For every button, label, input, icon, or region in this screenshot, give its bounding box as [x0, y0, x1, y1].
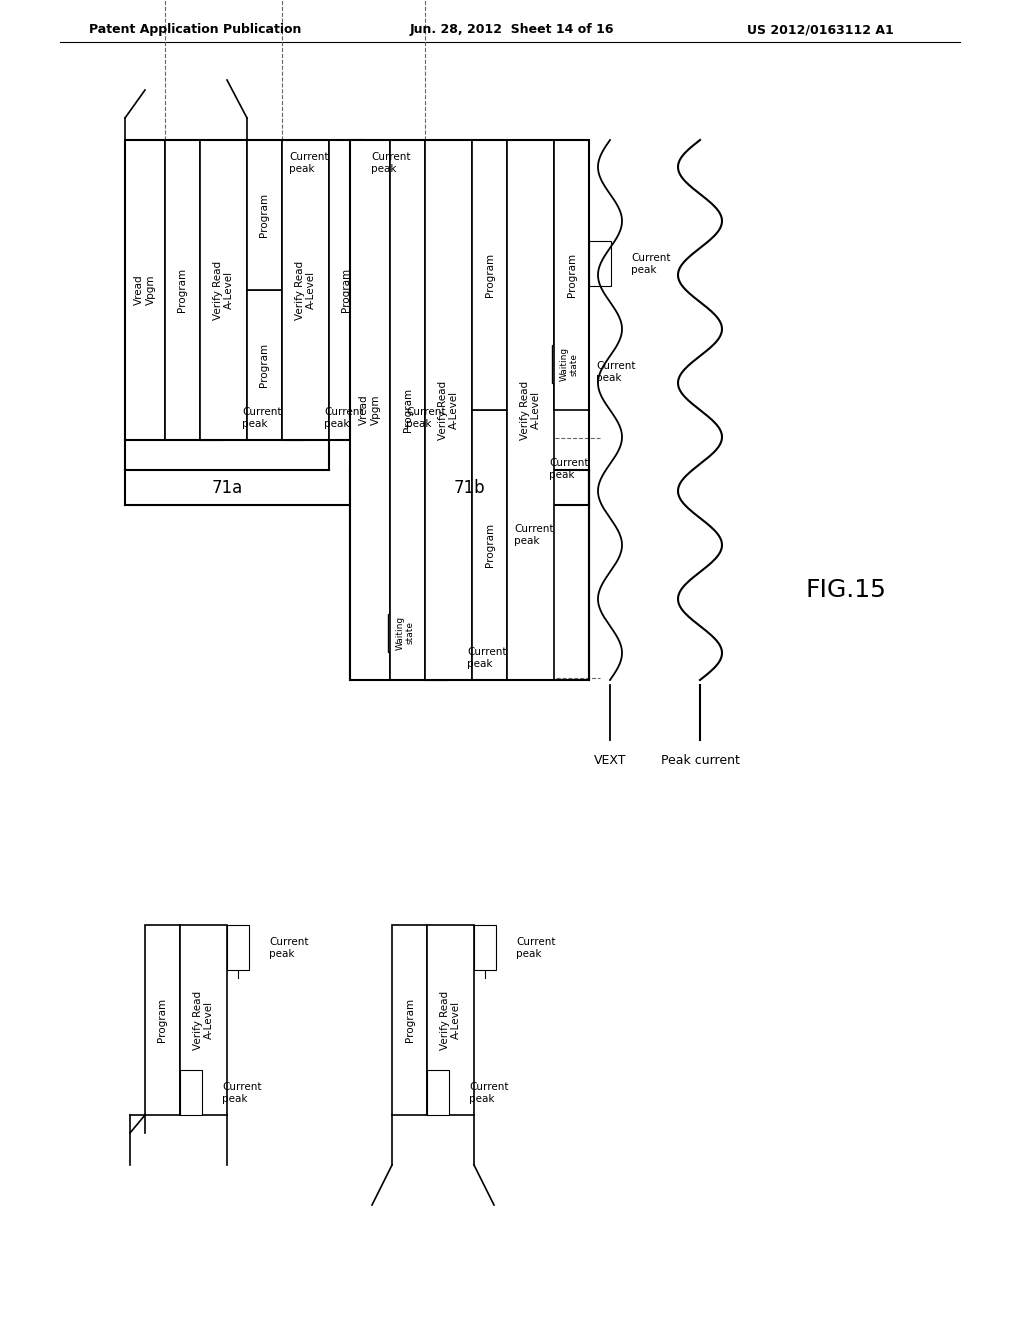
Text: Current
peak: Current peak [324, 407, 364, 429]
Text: Current
peak: Current peak [371, 152, 411, 174]
Text: Program: Program [158, 998, 168, 1041]
Text: Program: Program [566, 253, 577, 297]
Text: Current
peak: Current peak [516, 937, 555, 958]
Bar [180, 1071, 202, 1115]
Text: Current
peak: Current peak [469, 1082, 509, 1104]
Bar [282, 140, 329, 440]
Bar [390, 140, 425, 680]
Bar [472, 411, 507, 680]
Bar [200, 395, 222, 440]
Bar [180, 925, 227, 1115]
Bar [125, 140, 364, 440]
Text: Program: Program [259, 343, 269, 387]
Bar [165, 140, 200, 440]
Bar [472, 140, 507, 411]
Bar [552, 345, 586, 383]
Text: FIG.15: FIG.15 [805, 578, 886, 602]
Text: Verify Read
A-Level: Verify Read A-Level [520, 380, 542, 440]
Bar [554, 140, 589, 411]
Text: Verify Read
A-Level: Verify Read A-Level [295, 260, 316, 319]
Text: Program: Program [484, 523, 495, 568]
Bar [589, 242, 611, 286]
Text: Current
peak: Current peak [242, 407, 282, 429]
Bar [282, 395, 304, 440]
Text: Vread
Vpgm: Vread Vpgm [359, 395, 381, 425]
Text: VEXT: VEXT [594, 754, 627, 767]
Text: 71b: 71b [454, 479, 484, 498]
Text: Current
peak: Current peak [467, 647, 507, 669]
Text: Peak current: Peak current [660, 754, 739, 767]
Text: Program: Program [341, 268, 351, 312]
Bar [247, 140, 269, 185]
Text: US 2012/0163112 A1: US 2012/0163112 A1 [746, 24, 893, 37]
Text: Current
peak: Current peak [596, 362, 636, 383]
Text: Program: Program [259, 193, 269, 238]
Text: Vread
Vpgm: Vread Vpgm [134, 275, 156, 305]
Bar [350, 140, 589, 680]
Bar [364, 395, 386, 440]
Text: Patent Application Publication: Patent Application Publication [89, 24, 301, 37]
Bar [474, 925, 496, 970]
Text: Program: Program [484, 253, 495, 297]
Text: Current
peak: Current peak [406, 407, 445, 429]
Text: Current
peak: Current peak [549, 458, 589, 479]
Text: Verify Read
A-Level: Verify Read A-Level [213, 260, 234, 319]
Bar [472, 512, 494, 557]
Bar [329, 140, 364, 440]
Text: Program: Program [404, 998, 415, 1041]
Text: Current
peak: Current peak [269, 937, 308, 958]
Bar [200, 140, 247, 440]
Text: Waiting
state: Waiting state [559, 347, 579, 381]
Bar [247, 290, 282, 440]
Bar [427, 1071, 449, 1115]
Bar [427, 925, 474, 1115]
Text: Verify Read
A-Level: Verify Read A-Level [193, 990, 214, 1049]
Text: Current
peak: Current peak [289, 152, 329, 174]
Bar [329, 140, 351, 185]
Text: Jun. 28, 2012  Sheet 14 of 16: Jun. 28, 2012 Sheet 14 of 16 [410, 24, 614, 37]
Text: Current
peak: Current peak [514, 524, 554, 545]
Bar [247, 140, 282, 290]
Bar [507, 140, 554, 680]
Text: Verify Read
A-Level: Verify Read A-Level [437, 380, 460, 440]
Bar [425, 140, 472, 680]
Bar [125, 140, 165, 440]
Bar [392, 925, 427, 1115]
Bar [388, 614, 422, 652]
Text: 71a: 71a [211, 479, 243, 498]
Text: Verify Read
A-Level: Verify Read A-Level [439, 990, 461, 1049]
Bar [145, 925, 180, 1115]
Bar [425, 635, 447, 680]
Text: Current
peak: Current peak [222, 1082, 261, 1104]
Text: Program: Program [402, 388, 413, 432]
Text: Program: Program [177, 268, 187, 312]
Text: Waiting
state: Waiting state [395, 616, 415, 649]
Text: Current
peak: Current peak [631, 253, 671, 275]
Bar [554, 348, 575, 393]
Bar [507, 446, 529, 491]
Bar [227, 925, 249, 970]
Bar [350, 140, 390, 680]
